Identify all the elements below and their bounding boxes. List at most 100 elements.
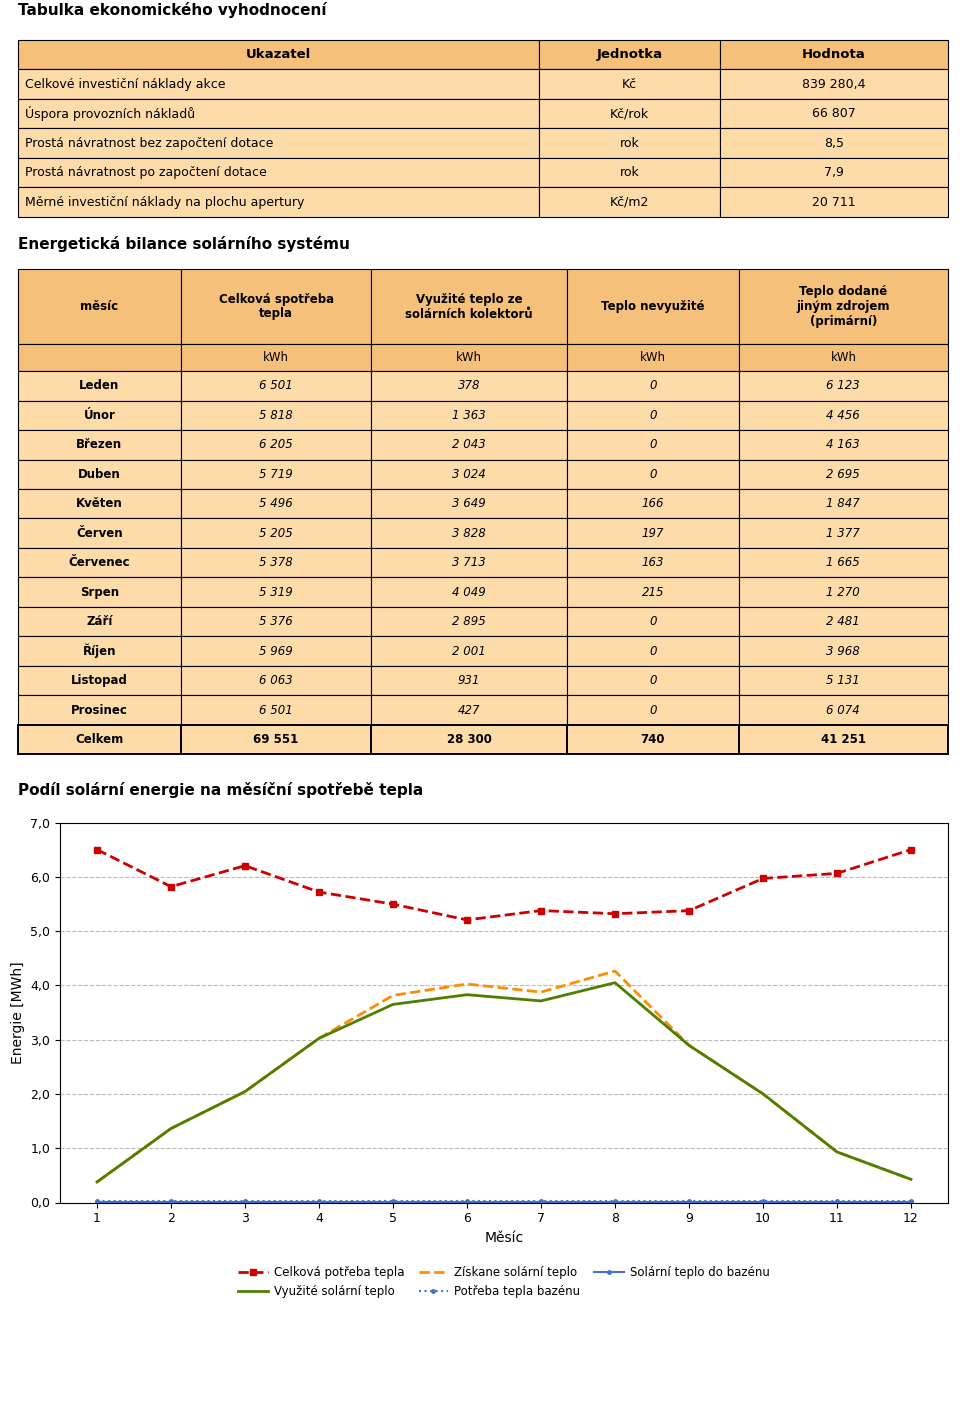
Bar [739,269,948,344]
Text: 4 049: 4 049 [452,585,486,599]
Text: Jednotka: Jednotka [596,48,662,62]
Bar [720,129,948,159]
Text: 6 074: 6 074 [827,704,860,717]
Bar [372,725,566,755]
Bar [18,637,180,666]
Bar [539,159,720,188]
Text: 8,5: 8,5 [824,136,844,150]
Text: Srpen: Srpen [80,585,119,599]
Text: Kč/m2: Kč/m2 [610,196,649,209]
Text: 5 376: 5 376 [259,616,293,629]
Bar [18,578,180,607]
Bar [739,666,948,696]
Text: 3 024: 3 024 [452,467,486,481]
Bar [739,429,948,460]
Bar [720,70,948,100]
Text: 1 377: 1 377 [827,526,860,540]
Bar [739,725,948,755]
Bar [18,269,180,344]
Bar [566,725,739,755]
Text: Kč: Kč [622,77,637,91]
Text: kWh: kWh [639,351,665,363]
Bar [180,725,372,755]
Bar [18,370,180,400]
Bar [18,607,180,637]
Bar [566,607,739,637]
Bar [18,188,539,217]
Text: 1 363: 1 363 [452,408,486,422]
Text: Prostá návratnost po započtení dotace: Prostá návratnost po započtení dotace [25,166,267,180]
Text: Prostá návratnost bez započtení dotace: Prostá návratnost bez započtení dotace [25,136,274,150]
Bar [739,400,948,429]
Text: 0: 0 [649,438,657,452]
Text: 0: 0 [649,645,657,658]
Bar [539,100,720,129]
Text: 6 205: 6 205 [259,438,293,452]
Bar [18,129,539,159]
Text: 931: 931 [458,675,480,687]
Bar [372,460,566,490]
Bar [372,269,566,344]
Bar [372,696,566,725]
Text: 2 695: 2 695 [827,467,860,481]
Bar [566,519,739,549]
Bar [720,159,948,188]
Text: Duben: Duben [78,467,121,481]
Bar [180,519,372,549]
Text: 69 551: 69 551 [253,734,299,746]
Bar [180,370,372,400]
Text: 163: 163 [641,556,664,570]
Text: kWh: kWh [263,351,289,363]
Bar [18,159,539,188]
Bar [372,400,566,429]
Text: 2 895: 2 895 [452,616,486,629]
Bar [739,344,948,370]
Text: 0: 0 [649,704,657,717]
Text: 0: 0 [649,408,657,422]
Bar [720,41,948,70]
Text: rok: rok [619,166,639,180]
Text: Únor: Únor [84,408,115,422]
Text: 166: 166 [641,497,664,511]
Text: měsíc: měsíc [81,300,118,313]
Bar [739,460,948,490]
Bar [566,370,739,400]
Bar [372,607,566,637]
Text: Tabulka ekonomického vyhodnocení: Tabulka ekonomického vyhodnocení [18,1,326,18]
Text: 0: 0 [649,467,657,481]
Text: 6 501: 6 501 [259,704,293,717]
Text: Ukazatel: Ukazatel [246,48,311,62]
Bar [180,549,372,578]
Text: 0: 0 [649,616,657,629]
Bar [720,100,948,129]
Bar [180,429,372,460]
Text: 20 711: 20 711 [812,196,856,209]
Bar [372,490,566,519]
Bar [18,460,180,490]
Bar [739,607,948,637]
Bar [739,370,948,400]
Text: Využité teplo ze
solárních kolektorů: Využité teplo ze solárních kolektorů [405,292,533,320]
Bar [566,269,739,344]
X-axis label: Měsíc: Měsíc [485,1230,523,1244]
Text: Hodnota: Hodnota [803,48,866,62]
Text: 5 378: 5 378 [259,556,293,570]
Bar [180,490,372,519]
Bar [18,70,539,100]
Bar [720,188,948,217]
Text: 3 649: 3 649 [452,497,486,511]
Bar [180,578,372,607]
Text: 6 501: 6 501 [259,379,293,393]
Text: kWh: kWh [456,351,482,363]
Bar [739,549,948,578]
Text: kWh: kWh [830,351,856,363]
Bar [180,269,372,344]
Text: Červen: Červen [76,526,123,540]
Text: 5 131: 5 131 [827,675,860,687]
Text: 197: 197 [641,526,664,540]
Text: 0: 0 [649,379,657,393]
Text: 2 001: 2 001 [452,645,486,658]
Text: 28 300: 28 300 [446,734,492,746]
Bar [180,460,372,490]
Text: 839 280,4: 839 280,4 [803,77,866,91]
